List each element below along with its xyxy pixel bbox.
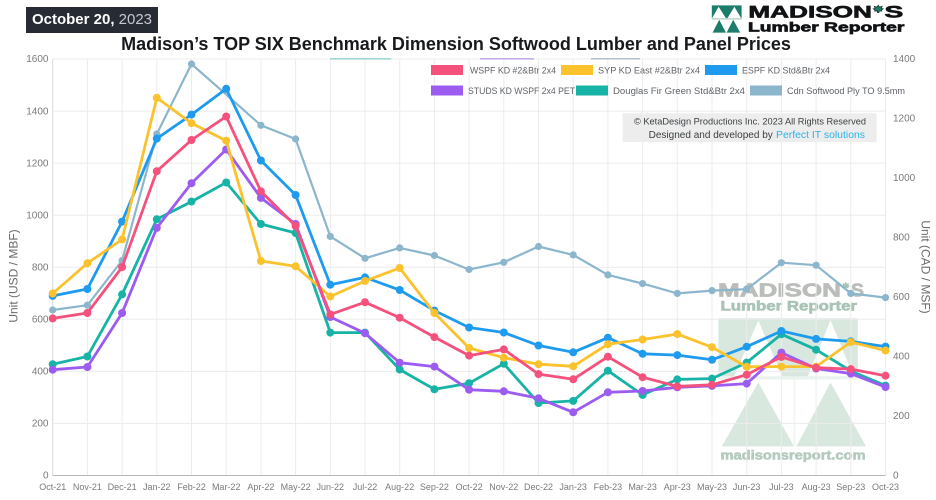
svg-text:Sep-22: Sep-22 — [420, 482, 449, 492]
svg-text:0: 0 — [43, 471, 49, 482]
svg-text:1600: 1600 — [26, 54, 49, 65]
svg-text:Cdn Softwood Ply TO 9.5mm: Cdn Softwood Ply TO 9.5mm — [787, 86, 905, 96]
svg-text:Lumber Reporter: Lumber Reporter — [721, 299, 858, 314]
svg-text:Feb-23: Feb-23 — [594, 482, 623, 492]
svg-text:S: S — [851, 280, 864, 301]
svg-text:800: 800 — [893, 233, 910, 244]
svg-text:Aug-22: Aug-22 — [385, 482, 414, 492]
svg-text:Lumber Reporter: Lumber Reporter — [748, 19, 904, 34]
svg-text:800: 800 — [32, 263, 49, 274]
svg-text:Douglas Fir Green Std&Btr 2x4: Douglas Fir Green Std&Btr 2x4 — [613, 86, 745, 96]
svg-text:MADISON: MADISON — [718, 280, 841, 301]
svg-text:Aug-23: Aug-23 — [802, 482, 831, 492]
svg-text:1400: 1400 — [26, 106, 49, 117]
svg-text:Dec-22: Dec-22 — [524, 482, 553, 492]
svg-text:Jul-23: Jul-23 — [769, 482, 794, 492]
svg-text:Nov-22: Nov-22 — [489, 482, 518, 492]
svg-text:Feb-22: Feb-22 — [177, 482, 206, 492]
svg-text:600: 600 — [32, 315, 49, 326]
svg-text:400: 400 — [32, 367, 49, 378]
svg-text:SYP KD East #2&Btr 2x4: SYP KD East #2&Btr 2x4 — [598, 66, 700, 76]
svg-text:MADISON: MADISON — [748, 3, 872, 22]
svg-text:Jan-22: Jan-22 — [143, 482, 171, 492]
svg-text:May-22: May-22 — [281, 482, 311, 492]
svg-text:600: 600 — [893, 292, 910, 303]
svg-text:May-23: May-23 — [697, 482, 727, 492]
svg-text:Unit (CAD / MSF): Unit (CAD / MSF) — [919, 220, 933, 313]
svg-text:Unit (USD / MBF): Unit (USD / MBF) — [7, 229, 21, 322]
svg-text:© KetaDesign Productions Inc.: © KetaDesign Productions Inc. 2023 All R… — [634, 117, 866, 128]
svg-text:Mar-22: Mar-22 — [212, 482, 241, 492]
svg-text:1200: 1200 — [26, 158, 49, 169]
svg-text:Oct-23: Oct-23 — [872, 482, 899, 492]
svg-text:Apr-23: Apr-23 — [664, 482, 691, 492]
svg-text:1000: 1000 — [26, 210, 49, 221]
svg-text:Mar-23: Mar-23 — [628, 482, 657, 492]
svg-text:Dec-21: Dec-21 — [108, 482, 137, 492]
svg-text:0: 0 — [893, 471, 899, 482]
svg-text:Jan-23: Jan-23 — [559, 482, 587, 492]
svg-text:1400: 1400 — [893, 54, 916, 65]
svg-text:1200: 1200 — [893, 114, 916, 125]
svg-text:Sep-23: Sep-23 — [836, 482, 865, 492]
svg-text:Apr-22: Apr-22 — [247, 482, 274, 492]
svg-text:ESPF KD Std&Btr 2x4: ESPF KD Std&Btr 2x4 — [742, 66, 830, 76]
svg-text:Oct-22: Oct-22 — [456, 482, 483, 492]
svg-text:Jul-22: Jul-22 — [353, 482, 378, 492]
svg-text:Oct-21: Oct-21 — [39, 482, 66, 492]
svg-text:200: 200 — [893, 411, 910, 422]
svg-text:STUDS KD WSPF 2x4 PET: STUDS KD WSPF 2x4 PET — [468, 86, 575, 96]
svg-text:400: 400 — [893, 352, 910, 363]
svg-text:Jun-22: Jun-22 — [317, 482, 345, 492]
svg-text:S: S — [885, 3, 904, 22]
svg-text:Jun-23: Jun-23 — [733, 482, 761, 492]
svg-text:WSPF KD #2&Btr 2x4: WSPF KD #2&Btr 2x4 — [470, 66, 556, 76]
svg-text:Nov-21: Nov-21 — [73, 482, 102, 492]
svg-text:200: 200 — [32, 419, 49, 430]
svg-text:Designed and developed by Perf: Designed and developed by Perfect IT sol… — [649, 130, 865, 141]
svg-text:1000: 1000 — [893, 173, 916, 184]
svg-text:madisonsreport.com: madisonsreport.com — [721, 448, 866, 463]
